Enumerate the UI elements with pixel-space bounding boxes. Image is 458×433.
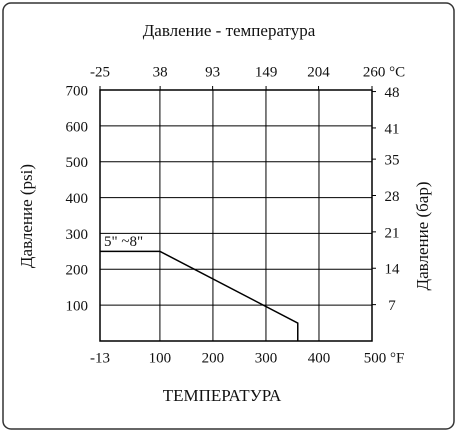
y-tick-label: 500 xyxy=(66,155,89,171)
y-axis-label: Давление (psi) xyxy=(17,164,36,268)
x2-tick-label: -25 xyxy=(90,64,110,80)
y2-tick-label: 35 xyxy=(385,153,400,169)
x-tick-label: 200 xyxy=(202,350,225,366)
y-tick-label: 200 xyxy=(66,263,89,279)
y2-tick-label: 7 xyxy=(388,298,396,314)
y2-axis-label: Давление (бар) xyxy=(413,182,432,291)
x2-tick-label: 93 xyxy=(205,64,220,80)
x-tick-label: 300 xyxy=(255,350,278,366)
y2-tick-label: 21 xyxy=(385,225,400,241)
x-tick-label: 500 °F xyxy=(364,350,405,366)
annotation: 5" ~8" xyxy=(104,234,143,250)
plot-area xyxy=(99,89,373,342)
chart-title: Давление - температура xyxy=(143,21,316,40)
frame xyxy=(2,2,455,430)
y2-tick-label: 41 xyxy=(385,121,400,137)
y2-tick-label: 48 xyxy=(385,85,400,101)
x2-tick-label: 204 xyxy=(307,64,330,80)
x2-tick-label: 260 °C xyxy=(363,64,405,80)
y2-tick-label: 14 xyxy=(385,262,401,278)
y2-tick-label: 28 xyxy=(385,189,400,205)
y-tick-label: 700 xyxy=(66,83,89,99)
x-tick-label: -13 xyxy=(90,350,110,366)
x2-tick-label: 149 xyxy=(255,64,278,80)
x-axis-label: ТЕМПЕРАТУРА xyxy=(163,386,282,405)
y-tick-label: 300 xyxy=(66,227,89,243)
x-tick-label: 400 xyxy=(308,350,331,366)
y-tick-label: 600 xyxy=(66,119,89,135)
y-tick-label: 400 xyxy=(66,191,89,207)
data-line xyxy=(100,250,299,341)
x-tick-label: 100 xyxy=(149,350,172,366)
y-tick-label: 100 xyxy=(66,299,89,315)
x2-tick-label: 38 xyxy=(153,64,168,80)
